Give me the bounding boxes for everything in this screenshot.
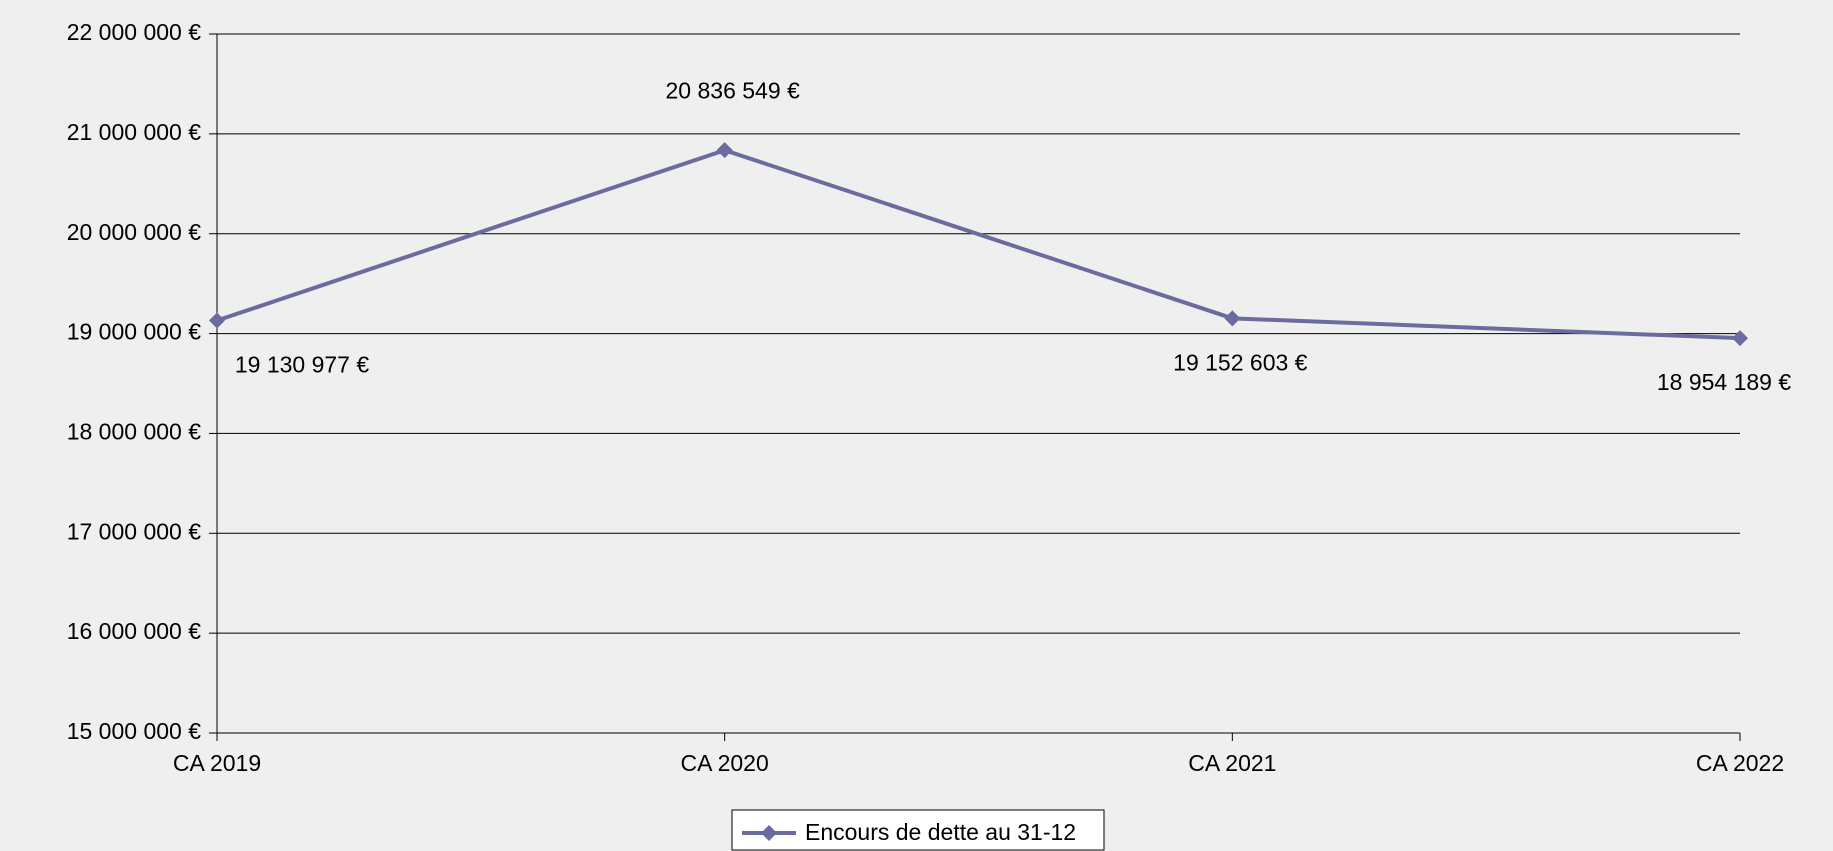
data-label: 18 954 189 € (1657, 369, 1792, 395)
x-tick-label: CA 2021 (1188, 750, 1276, 776)
y-tick-label: 20 000 000 € (67, 219, 202, 245)
y-tick-label: 18 000 000 € (67, 419, 202, 445)
marker (209, 312, 225, 329)
data-label: 19 130 977 € (235, 352, 370, 378)
data-label: 20 836 549 € (666, 77, 801, 103)
y-tick-label: 16 000 000 € (67, 618, 202, 644)
marker (1732, 330, 1748, 347)
y-tick-label: 21 000 000 € (67, 119, 202, 145)
x-tick-label: CA 2019 (173, 750, 261, 776)
line (216, 148, 1741, 341)
y-tick-label: 17 000 000 € (67, 518, 202, 544)
y-tick-label: 22 000 000 € (67, 19, 202, 45)
x-tick-label: CA 2022 (1696, 750, 1784, 776)
y-tick-label: 19 000 000 € (67, 319, 202, 345)
x-tick-label: CA 2020 (681, 750, 769, 776)
marker (716, 142, 733, 159)
marker (1224, 310, 1241, 327)
data-label: 19 152 603 € (1173, 349, 1308, 375)
y-tick-label: 15 000 000 € (67, 718, 202, 744)
legend-marker (761, 825, 777, 841)
legend-box (731, 809, 1105, 851)
legend-label: Encours de dette au 31-12 (805, 819, 1076, 845)
